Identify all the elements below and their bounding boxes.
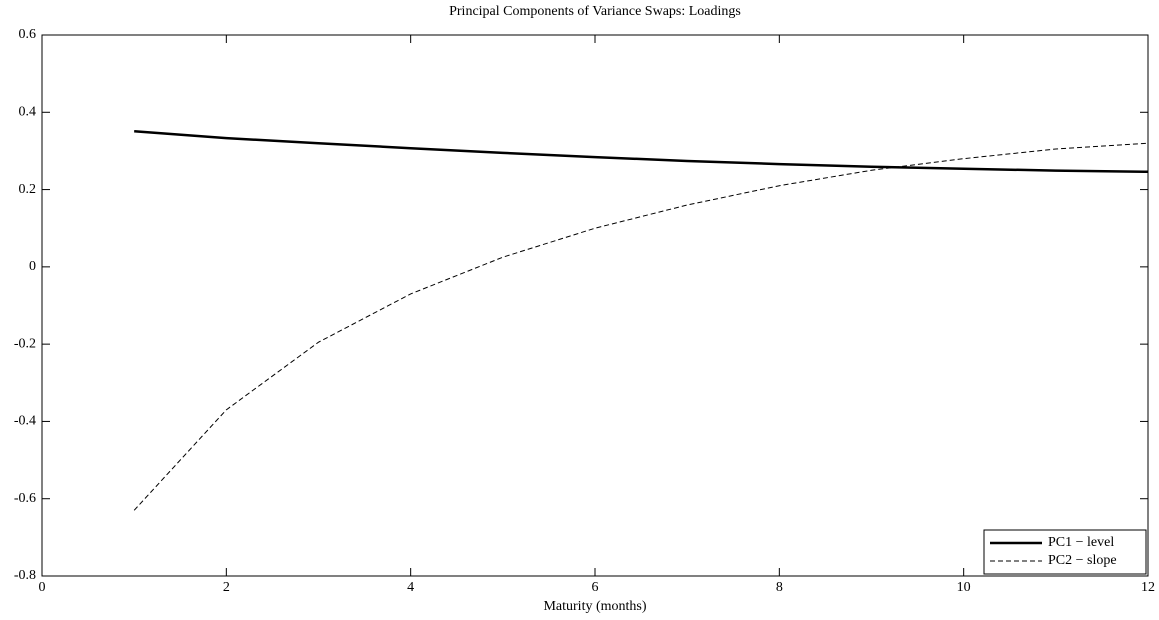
x-tick-label: 0	[39, 580, 46, 595]
legend-label: PC2 − slope	[1048, 553, 1117, 568]
y-tick-label: 0.2	[19, 182, 37, 197]
y-tick-label: 0	[29, 259, 36, 274]
legend-label: PC1 − level	[1048, 535, 1114, 550]
x-tick-label: 8	[776, 580, 783, 595]
x-axis-label: Maturity (months)	[543, 599, 646, 614]
chart-title: Principal Components of Variance Swaps: …	[449, 4, 741, 19]
y-tick-label: -0.6	[14, 491, 36, 506]
y-tick-label: 0.4	[19, 105, 37, 120]
x-tick-label: 4	[407, 580, 414, 595]
y-tick-label: -0.4	[14, 414, 36, 429]
series-line	[134, 129, 1149, 174]
y-tick-label: 0.6	[19, 27, 37, 42]
series-line	[133, 142, 1149, 511]
y-tick-label: -0.8	[14, 568, 36, 583]
y-tick-label: -0.2	[14, 336, 36, 351]
x-tick-label: 10	[957, 580, 971, 595]
x-tick-label: 2	[223, 580, 230, 595]
x-tick-label: 6	[592, 580, 599, 595]
legend-box	[983, 529, 1147, 575]
x-tick-label: 12	[1141, 580, 1155, 595]
plot-frame	[41, 34, 1149, 577]
